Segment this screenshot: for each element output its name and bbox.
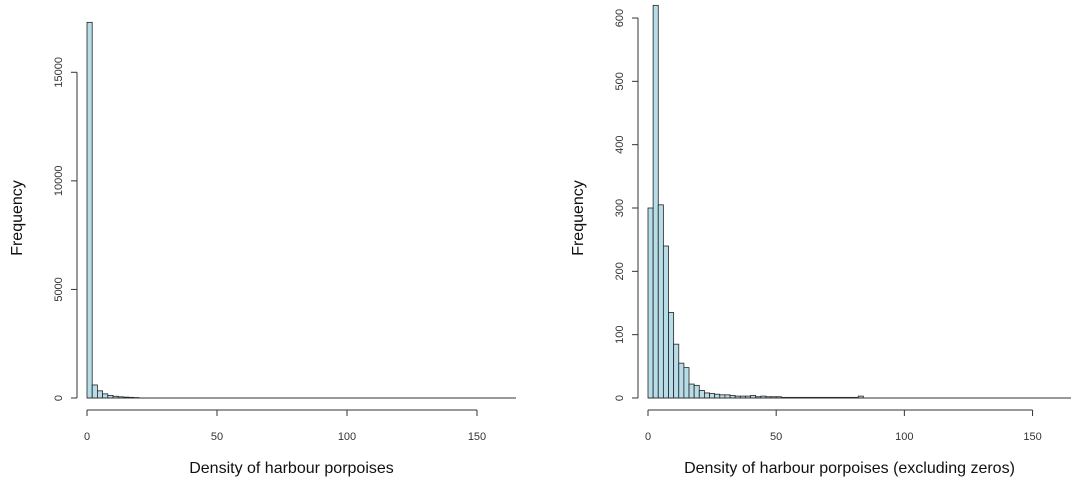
x-tick-label: 0 [84, 431, 90, 443]
histogram-bar [704, 392, 710, 399]
x-tick-label: 100 [338, 431, 356, 443]
y-tick-label: 5000 [53, 277, 65, 301]
y-tick-label: 400 [614, 135, 626, 153]
histogram-bar [102, 393, 109, 399]
y-axis-title: Frequency [570, 180, 587, 256]
histogram-bar [647, 207, 654, 399]
histogram-bar [688, 383, 695, 399]
y-axis-ticks: 0 100 200 300 400 500 600 [614, 9, 638, 401]
x-tick-label: 50 [770, 431, 782, 443]
histogram-bar [683, 367, 690, 399]
histogram-bars [647, 4, 864, 399]
histogram-bars [86, 21, 140, 399]
histogram-all-densities: 0 50 100 150 0 5000 10000 15000 Density of har… [9, 21, 516, 477]
x-tick-label: 150 [468, 431, 486, 443]
y-tick-label: 300 [614, 199, 626, 217]
histogram-bar [698, 389, 705, 399]
x-tick-label: 0 [645, 431, 651, 443]
histogram-bar [693, 384, 700, 399]
x-tick-label: 150 [1023, 431, 1041, 443]
y-tick-label: 0 [614, 395, 626, 401]
x-tick-label: 100 [895, 431, 913, 443]
histogram-bar [86, 21, 93, 399]
y-axis-title: Frequency [9, 180, 26, 256]
y-tick-label: 10000 [53, 166, 65, 197]
histogram-bar [662, 245, 669, 399]
histogram-bar [678, 362, 685, 399]
histogram-bar [673, 343, 680, 399]
x-axis-ticks: 0 50 100 150 [645, 409, 1042, 443]
histogram-bar [714, 393, 721, 399]
histogram-bar [709, 393, 716, 399]
x-axis-title: Density of harbour porpoises (excluding … [684, 460, 1015, 477]
y-tick-label: 100 [614, 325, 626, 343]
y-tick-label: 200 [614, 262, 626, 280]
histogram-bar [91, 384, 98, 399]
y-axis-ticks: 0 5000 10000 15000 [53, 57, 77, 401]
x-axis-title: Density of harbour porpoises [189, 460, 394, 477]
histogram-bar [97, 390, 104, 399]
x-tick-label: 50 [211, 431, 223, 443]
y-tick-label: 15000 [53, 57, 65, 88]
histogram-bar [657, 204, 664, 399]
histogram-excluding-zeros: 0 50 100 150 0 100 200 300 400 500 600 Density of… [570, 4, 1071, 477]
histogram-bar [652, 4, 659, 399]
histogram-bar [668, 312, 675, 399]
y-tick-label: 500 [614, 72, 626, 90]
x-axis-ticks: 0 50 100 150 [84, 409, 486, 443]
y-tick-label: 0 [53, 395, 65, 401]
y-tick-label: 600 [614, 9, 626, 27]
